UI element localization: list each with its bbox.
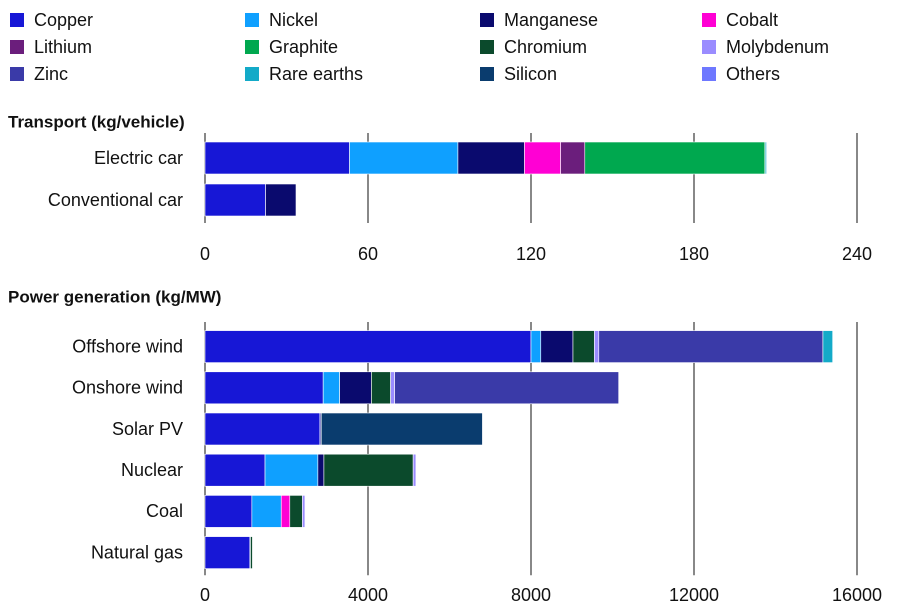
bar-segment xyxy=(323,453,414,487)
y-tick-label: Coal xyxy=(146,501,183,521)
bar-segment xyxy=(317,453,325,487)
legend-label: Nickel xyxy=(269,10,318,30)
bar-segment xyxy=(572,330,595,363)
series xyxy=(560,141,586,175)
bar-segment xyxy=(540,330,574,363)
x-tick-label: 16000 xyxy=(832,585,882,605)
x-tick-label: 240 xyxy=(842,244,872,264)
legend-label: Graphite xyxy=(269,37,338,57)
bar-segment xyxy=(457,141,525,175)
x-tick-label: 0 xyxy=(200,244,210,264)
bar-segment xyxy=(280,495,291,528)
legend-label: Chromium xyxy=(504,37,587,57)
legend-label: Others xyxy=(726,64,780,84)
legend-swatch xyxy=(480,40,494,54)
bar-segment xyxy=(412,453,417,487)
bar-segment xyxy=(618,371,620,405)
y-tick-label: Onshore wind xyxy=(72,378,183,398)
legend-label: Zinc xyxy=(34,64,68,84)
bar-segment xyxy=(594,330,600,363)
y-tick-label: Natural gas xyxy=(91,542,183,562)
bar-segment xyxy=(560,141,586,175)
legend-swatch xyxy=(702,13,716,27)
series xyxy=(524,141,561,175)
bar-segment xyxy=(302,495,306,528)
bar-segment xyxy=(530,330,542,363)
bar-segment xyxy=(204,141,350,175)
legend-swatch xyxy=(480,13,494,27)
x-tick-label: 60 xyxy=(358,244,378,264)
x-tick-label: 12000 xyxy=(669,585,719,605)
bar-segment xyxy=(822,330,833,363)
bar-segment xyxy=(289,495,303,528)
legend-label: Molybdenum xyxy=(726,37,829,57)
x-tick-label: 120 xyxy=(516,244,546,264)
bar-segment xyxy=(390,371,395,405)
series: Silicon xyxy=(320,412,483,446)
bar-segment xyxy=(349,141,459,175)
legend-swatch xyxy=(245,13,259,27)
series: Copper xyxy=(204,330,532,569)
x-tick-label: 0 xyxy=(200,585,210,605)
series: Zinc xyxy=(319,330,824,446)
x-tick-label: 4000 xyxy=(348,585,388,605)
bar-segment xyxy=(204,495,253,528)
y-tick-label: Electric car xyxy=(94,148,183,168)
legend-swatch xyxy=(480,67,494,81)
series xyxy=(265,141,525,217)
x-tick-label: 180 xyxy=(679,244,709,264)
legend-swatch xyxy=(245,40,259,54)
legend-label: Manganese xyxy=(504,10,598,30)
series: Rare earths xyxy=(618,330,833,405)
legend-label: Rare earths xyxy=(269,64,363,84)
y-tick-label: Solar PV xyxy=(112,419,183,439)
bar-segment xyxy=(204,412,321,446)
bar-segment xyxy=(598,330,824,363)
series: Chromium xyxy=(250,330,595,569)
legend-swatch xyxy=(702,67,716,81)
bar-segment xyxy=(251,495,282,528)
legend-label: Lithium xyxy=(34,37,92,57)
legend-swatch xyxy=(10,13,24,27)
bar-segment xyxy=(265,183,297,217)
chart-title: Transport (kg/vehicle) xyxy=(8,112,185,131)
bar-segment xyxy=(204,183,266,217)
legend-label: Silicon xyxy=(504,64,557,84)
bar-segment xyxy=(394,371,620,405)
bar-segment xyxy=(320,412,483,446)
series xyxy=(204,141,350,217)
legend-swatch xyxy=(10,40,24,54)
series xyxy=(349,141,459,175)
bar-segment xyxy=(584,141,766,175)
bar-segment xyxy=(204,536,251,569)
bar-segment xyxy=(204,371,324,405)
series: Cobalt xyxy=(280,495,291,528)
legend-label: Cobalt xyxy=(726,10,778,30)
bar-segment xyxy=(764,141,767,175)
y-tick-label: Nuclear xyxy=(121,460,183,480)
bar-segment xyxy=(339,371,372,405)
bar-segment xyxy=(524,141,561,175)
bar-segment xyxy=(371,371,391,405)
bar-segment xyxy=(322,371,340,405)
bar-segment xyxy=(250,536,253,569)
series: Nickel xyxy=(249,330,542,569)
y-tick-label: Offshore wind xyxy=(72,336,183,356)
chart-title: Power generation (kg/MW) xyxy=(8,287,221,306)
bar-segment xyxy=(204,453,266,487)
bar-segment xyxy=(264,453,319,487)
series: Manganese xyxy=(317,330,574,487)
series xyxy=(764,141,767,175)
legend-swatch xyxy=(702,40,716,54)
legend-label: Copper xyxy=(34,10,93,30)
bar-segment xyxy=(204,330,532,363)
x-tick-label: 8000 xyxy=(511,585,551,605)
y-tick-label: Conventional car xyxy=(48,190,183,210)
legend-swatch xyxy=(10,67,24,81)
series xyxy=(584,141,766,175)
legend-swatch xyxy=(245,67,259,81)
series: Others xyxy=(304,453,417,528)
